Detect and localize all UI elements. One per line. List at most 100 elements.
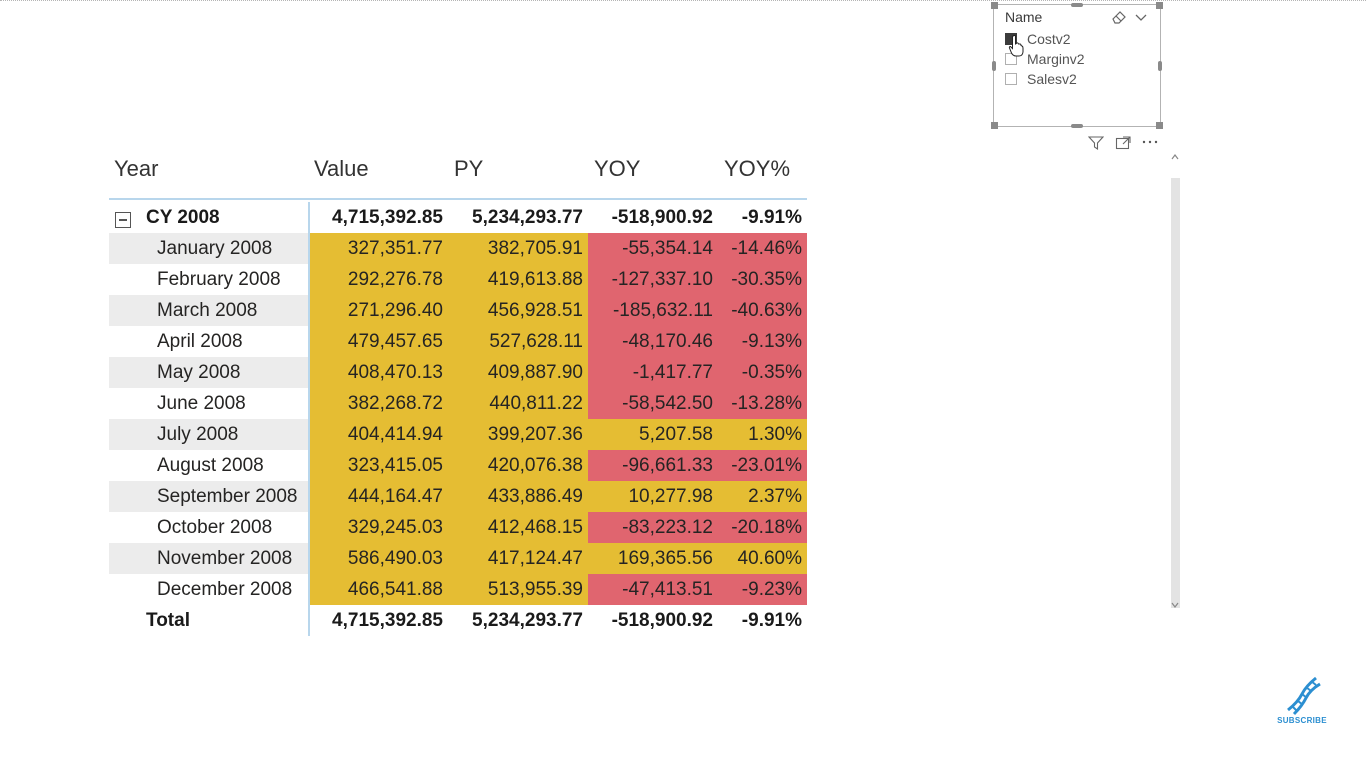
yoy-percent-cell: -0.35%: [718, 357, 807, 388]
resize-handle[interactable]: [1156, 122, 1163, 129]
py-cell: 513,955.39: [448, 574, 588, 605]
month-row: February 2008 292,276.78 419,613.88 -127,33…: [109, 264, 807, 295]
row-header-cell[interactable]: June 2008: [157, 393, 246, 414]
month-row: August 2008 323,415.05 420,076.38 -96,661.3…: [109, 450, 807, 481]
month-row: May 2008 408,470.13 409,887.90 -1,417.77 -0.…: [109, 357, 807, 388]
py-cell: 456,928.51: [448, 295, 588, 326]
eraser-icon[interactable]: [1110, 9, 1128, 25]
yoy-percent-cell: -9.91%: [741, 207, 802, 228]
yoy-percent-cell: -9.13%: [718, 326, 807, 357]
hand-cursor-icon: [1008, 35, 1024, 57]
yoy-percent-cell: -9.23%: [718, 574, 807, 605]
row-header-cell[interactable]: November 2008: [109, 543, 308, 574]
month-row: April 2008 479,457.65 527,628.11 -48,170.46…: [109, 326, 807, 357]
total-label: Total: [146, 610, 190, 631]
yoy-percent-cell: -23.01%: [718, 450, 807, 481]
chevron-down-icon[interactable]: [1134, 10, 1148, 24]
yoy-cell: -518,900.92: [611, 610, 713, 631]
subscribe-logo[interactable]: SUBSCRIBE: [1274, 674, 1330, 728]
value-cell: 466,541.88: [308, 574, 448, 605]
scrollbar-thumb[interactable]: [1171, 178, 1180, 608]
column-header-year[interactable]: Year: [114, 156, 159, 181]
row-header-cell[interactable]: October 2008: [157, 517, 273, 538]
month-row: December 2008 466,541.88 513,955.39 -47,413…: [109, 574, 807, 605]
column-header-yoy-percent[interactable]: YOY%: [724, 156, 791, 181]
subtotal-row: CY 2008 4,715,392.85 5,234,293.77 -518,9…: [109, 202, 807, 233]
month-row: October 2008 329,245.03 412,468.15 -83,223.…: [109, 512, 807, 543]
row-header-cell[interactable]: July 2008: [109, 419, 308, 450]
value-cell: 586,490.03: [308, 543, 448, 574]
resize-handle[interactable]: [991, 2, 998, 9]
row-header-cell[interactable]: CY 2008: [109, 202, 308, 233]
row-header-cell[interactable]: September 2008: [109, 481, 308, 512]
row-header-cell[interactable]: February 2008: [157, 269, 281, 290]
matrix-visual[interactable]: Year Value PY YOY YOY% CY 2008 4,715,392…: [109, 150, 807, 636]
name-slicer[interactable]: Name Costv2 Marginv2 Salesv2: [991, 2, 1163, 129]
month-row: September 2008 444,164.47 433,886.49 10,277…: [109, 481, 807, 512]
column-header-value[interactable]: Value: [314, 156, 369, 181]
month-row: March 2008 271,296.40 456,928.51 -185,632.1…: [109, 295, 807, 326]
yoy-cell: -1,417.77: [588, 357, 718, 388]
month-row: July 2008 404,414.94 399,207.36 5,207.58 1.3…: [109, 419, 807, 450]
yoy-cell: 10,277.98: [588, 481, 718, 512]
row-header-cell[interactable]: December 2008: [157, 579, 293, 600]
collapse-icon[interactable]: [115, 212, 131, 228]
row-header-cell[interactable]: May 2008: [109, 357, 308, 388]
value-cell: 4,715,392.85: [308, 202, 448, 233]
yoy-cell: -96,661.33: [588, 450, 718, 481]
row-header-cell[interactable]: January 2008: [109, 233, 308, 264]
value-cell: 404,414.94: [308, 419, 448, 450]
slicer-item-label: Marginv2: [1027, 51, 1085, 67]
py-cell: 399,207.36: [448, 419, 588, 450]
yoy-percent-cell: 40.60%: [718, 543, 807, 574]
subscribe-text: SUBSCRIBE: [1277, 716, 1327, 725]
row-header-label: CY 2008: [146, 207, 220, 228]
dna-icon: [1287, 676, 1321, 716]
vertical-scrollbar[interactable]: [1169, 150, 1181, 620]
yoy-percent-cell: -9.91%: [741, 610, 802, 631]
value-cell: 444,164.47: [308, 481, 448, 512]
column-header-py[interactable]: PY: [454, 156, 484, 181]
yoy-cell: -55,354.14: [588, 233, 718, 264]
checkbox[interactable]: [1005, 73, 1017, 85]
yoy-cell: -48,170.46: [588, 326, 718, 357]
row-header-cell[interactable]: August 2008: [157, 455, 264, 476]
scroll-up-icon[interactable]: [1169, 150, 1181, 164]
value-cell: 323,415.05: [308, 450, 448, 481]
py-cell: 527,628.11: [448, 326, 588, 357]
focus-mode-icon[interactable]: [1115, 136, 1131, 150]
py-cell: 417,124.47: [448, 543, 588, 574]
value-cell: 382,268.72: [308, 388, 448, 419]
py-cell: 420,076.38: [448, 450, 588, 481]
py-cell: 409,887.90: [448, 357, 588, 388]
py-cell: 440,811.22: [448, 388, 588, 419]
scroll-down-icon[interactable]: [1169, 598, 1181, 612]
yoy-cell: -127,337.10: [588, 264, 718, 295]
filter-icon[interactable]: [1088, 136, 1104, 150]
yoy-percent-cell: -20.18%: [718, 512, 807, 543]
value-cell: 271,296.40: [308, 295, 448, 326]
month-row: January 2008 327,351.77 382,705.91 -55,354.…: [109, 233, 807, 264]
resize-handle[interactable]: [1158, 61, 1162, 71]
value-cell: 4,715,392.85: [308, 605, 448, 636]
value-cell: 408,470.13: [308, 357, 448, 388]
yoy-percent-cell: 2.37%: [718, 481, 807, 512]
column-header-yoy[interactable]: YOY: [594, 156, 641, 181]
resize-handle[interactable]: [1071, 124, 1083, 128]
py-cell: 412,468.15: [448, 512, 588, 543]
total-row: Total 4,715,392.85 5,234,293.77 -518,900…: [109, 605, 807, 636]
py-cell: 419,613.88: [448, 264, 588, 295]
slicer-item-label: Costv2: [1027, 31, 1071, 47]
row-header-cell[interactable]: March 2008: [109, 295, 308, 326]
slicer-title: Name: [1005, 9, 1043, 25]
yoy-percent-cell: -13.28%: [718, 388, 807, 419]
resize-handle[interactable]: [991, 122, 998, 129]
more-options-icon[interactable]: [1142, 136, 1158, 150]
value-cell: 329,245.03: [308, 512, 448, 543]
resize-handle[interactable]: [1156, 2, 1163, 9]
row-header-cell[interactable]: April 2008: [157, 331, 243, 352]
resize-handle[interactable]: [992, 61, 996, 71]
slicer-item-salesv2[interactable]: Salesv2: [1005, 70, 1077, 88]
resize-handle[interactable]: [1071, 3, 1083, 7]
yoy-percent-cell: -14.46%: [718, 233, 807, 264]
